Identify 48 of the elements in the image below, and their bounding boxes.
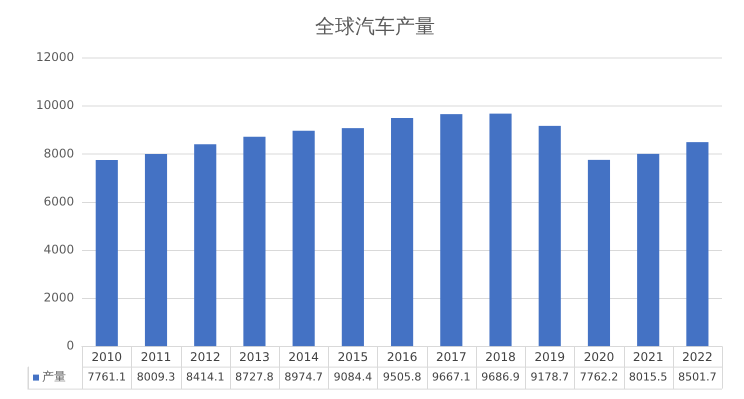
data-label: 9686.9 — [481, 370, 520, 384]
bar — [342, 128, 364, 346]
data-label: 9178.7 — [530, 370, 569, 384]
y-tick-label: 2000 — [44, 290, 74, 305]
data-label: 8727.8 — [235, 370, 274, 384]
x-tick-label: 2012 — [190, 350, 220, 364]
bar — [538, 126, 561, 346]
bar — [489, 114, 512, 346]
x-tick-label: 2022 — [682, 350, 713, 364]
bar — [637, 154, 660, 346]
bar — [440, 114, 462, 346]
bar — [144, 154, 168, 346]
bar — [194, 144, 216, 346]
x-tick-label: 2018 — [485, 350, 516, 364]
bar — [292, 130, 315, 346]
x-tick-label: 2020 — [584, 350, 614, 364]
y-tick-label: 0 — [66, 338, 74, 353]
y-tick-label: 12000 — [36, 50, 74, 64]
x-tick-label: 2010 — [92, 350, 122, 364]
data-label: 8414.1 — [186, 370, 224, 384]
data-label: 8009.3 — [136, 370, 176, 384]
x-tick-label: 2013 — [239, 350, 270, 364]
x-tick-label: 2016 — [386, 350, 418, 364]
data-label: 8501.7 — [678, 370, 717, 384]
data-label: 7762.2 — [580, 370, 618, 384]
y-tick-label: 6000 — [44, 194, 74, 208]
bar — [243, 136, 266, 346]
y-tick-label: 4000 — [44, 242, 74, 257]
x-tick-label: 2011 — [140, 350, 172, 364]
data-label: 7761.1 — [88, 370, 126, 384]
x-tick-label: 2017 — [436, 350, 467, 364]
x-tick-label: 2021 — [632, 350, 664, 364]
bar — [391, 118, 414, 346]
x-tick-label: 2019 — [534, 350, 566, 364]
x-tick-label: 2015 — [338, 350, 368, 364]
x-tick-label: 2014 — [288, 350, 319, 364]
chart-title: 全球汽车产量 — [315, 14, 435, 38]
legend-label: 产量 — [42, 370, 66, 384]
bar — [96, 160, 118, 346]
y-tick-label: 8000 — [44, 146, 74, 160]
data-label: 9084.4 — [334, 370, 372, 384]
data-label: 9505.8 — [382, 370, 422, 384]
data-label: 8015.5 — [628, 370, 668, 384]
y-tick-label: 10000 — [36, 98, 74, 112]
data-label: 8974.7 — [284, 370, 323, 384]
bar — [588, 160, 610, 346]
data-label: 9667.1 — [432, 370, 471, 384]
bar — [686, 142, 708, 346]
